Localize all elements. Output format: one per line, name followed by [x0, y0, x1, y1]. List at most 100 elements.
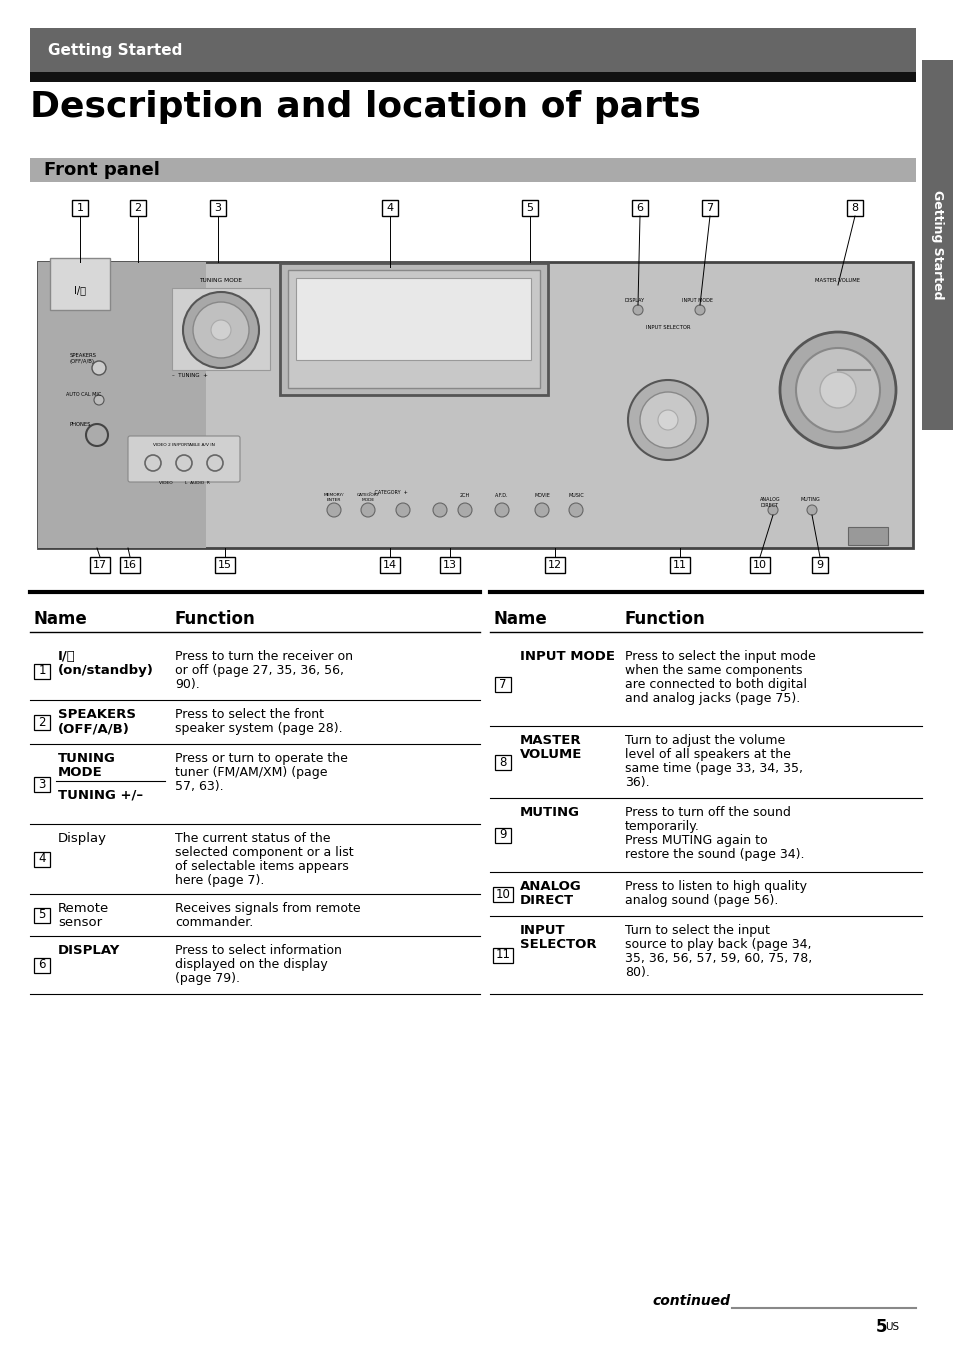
Text: 8: 8	[850, 203, 858, 214]
Bar	[495, 754, 511, 769]
Bar	[71, 200, 88, 216]
Text: MODE: MODE	[58, 767, 103, 779]
Text: 6: 6	[636, 203, 643, 214]
Text: –  TUNING  +: – TUNING +	[172, 373, 208, 379]
Bar	[495, 676, 511, 691]
Text: 36).: 36).	[624, 776, 649, 790]
Text: 5: 5	[526, 203, 533, 214]
Bar	[34, 714, 50, 730]
Circle shape	[639, 392, 696, 448]
Bar	[34, 907, 50, 922]
Circle shape	[395, 503, 410, 516]
Text: are connected to both digital: are connected to both digital	[624, 677, 806, 691]
Text: 2: 2	[38, 715, 46, 729]
Text: 3: 3	[38, 777, 46, 791]
Text: 14: 14	[382, 560, 396, 571]
Circle shape	[433, 503, 447, 516]
FancyBboxPatch shape	[128, 435, 240, 483]
Circle shape	[658, 410, 678, 430]
Bar	[701, 200, 718, 216]
Bar	[847, 527, 887, 545]
Text: or off (page 27, 35, 36, 56,: or off (page 27, 35, 36, 56,	[174, 664, 344, 677]
Bar	[811, 557, 827, 573]
Bar	[130, 200, 146, 216]
Text: INPUT MODE: INPUT MODE	[519, 650, 615, 662]
Circle shape	[495, 503, 509, 516]
Text: ANALOG
DIRECT: ANALOG DIRECT	[759, 498, 780, 508]
Text: 7: 7	[498, 677, 506, 691]
Circle shape	[780, 333, 895, 448]
Text: 11: 11	[672, 560, 686, 571]
Text: Press or turn to operate the: Press or turn to operate the	[174, 752, 348, 765]
Text: Press to listen to high quality: Press to listen to high quality	[624, 880, 806, 894]
Bar	[493, 887, 513, 902]
Text: TUNING: TUNING	[58, 752, 115, 765]
Text: 90).: 90).	[174, 677, 199, 691]
Bar	[50, 258, 110, 310]
Circle shape	[360, 503, 375, 516]
Bar	[30, 72, 915, 82]
Bar	[210, 200, 226, 216]
Text: 15: 15	[218, 560, 232, 571]
Text: Turn to select the input: Turn to select the input	[624, 923, 769, 937]
Text: 4: 4	[386, 203, 394, 214]
Circle shape	[457, 503, 472, 516]
Text: 5: 5	[875, 1318, 886, 1336]
Text: speaker system (page 28).: speaker system (page 28).	[174, 722, 342, 735]
Bar	[214, 557, 234, 573]
Text: 80).: 80).	[624, 965, 649, 979]
Bar	[846, 200, 862, 216]
Bar	[120, 557, 140, 573]
Text: VIDEO         L  AUDIO  R: VIDEO L AUDIO R	[158, 481, 210, 485]
Text: The current status of the: The current status of the	[174, 831, 330, 845]
Bar	[921, 59, 953, 430]
Text: 10: 10	[495, 887, 510, 900]
Text: SPEAKERS: SPEAKERS	[58, 708, 136, 721]
Text: level of all speakers at the: level of all speakers at the	[624, 748, 790, 761]
Bar	[38, 262, 206, 548]
Text: TUNING +/–: TUNING +/–	[58, 788, 143, 800]
Text: Function: Function	[174, 610, 255, 627]
Text: temporarily.: temporarily.	[624, 821, 700, 833]
Circle shape	[795, 347, 879, 433]
Text: Remote: Remote	[58, 902, 110, 915]
Text: continued: continued	[651, 1294, 729, 1307]
Text: Press MUTING again to: Press MUTING again to	[624, 834, 767, 846]
Text: Getting Started: Getting Started	[930, 191, 943, 300]
Circle shape	[193, 301, 249, 358]
Text: 7: 7	[706, 203, 713, 214]
Bar	[90, 557, 110, 573]
Text: restore the sound (page 34).: restore the sound (page 34).	[624, 848, 803, 861]
Text: Press to turn the receiver on: Press to turn the receiver on	[174, 650, 353, 662]
Text: 12: 12	[547, 560, 561, 571]
Text: 2CH: 2CH	[459, 493, 470, 498]
Text: displayed on the display: displayed on the display	[174, 959, 328, 971]
Circle shape	[91, 361, 106, 375]
Text: I/⏻: I/⏻	[74, 285, 86, 295]
Text: analog sound (page 56).: analog sound (page 56).	[624, 894, 778, 907]
Bar	[288, 270, 539, 388]
Text: Receives signals from remote: Receives signals from remote	[174, 902, 360, 915]
Text: of selectable items appears: of selectable items appears	[174, 860, 349, 873]
Text: Function: Function	[624, 610, 705, 627]
Text: A.F.D.: A.F.D.	[495, 493, 508, 498]
Text: same time (page 33, 34, 35,: same time (page 33, 34, 35,	[624, 763, 802, 775]
Text: Press to select the input mode: Press to select the input mode	[624, 650, 815, 662]
Text: 57, 63).: 57, 63).	[174, 780, 223, 794]
Text: 17: 17	[92, 560, 107, 571]
Bar	[495, 827, 511, 842]
Circle shape	[627, 380, 707, 460]
Bar	[38, 262, 912, 548]
Bar	[493, 948, 513, 963]
Bar	[631, 200, 647, 216]
Text: MUTING: MUTING	[800, 498, 819, 502]
Bar	[521, 200, 537, 216]
Text: 3: 3	[214, 203, 221, 214]
Text: Press to turn off the sound: Press to turn off the sound	[624, 806, 790, 819]
Text: 11: 11	[495, 949, 510, 961]
Text: 8: 8	[498, 756, 506, 768]
Text: US: US	[884, 1322, 898, 1332]
Text: 9: 9	[498, 829, 506, 841]
Bar	[34, 852, 50, 867]
Circle shape	[568, 503, 582, 516]
